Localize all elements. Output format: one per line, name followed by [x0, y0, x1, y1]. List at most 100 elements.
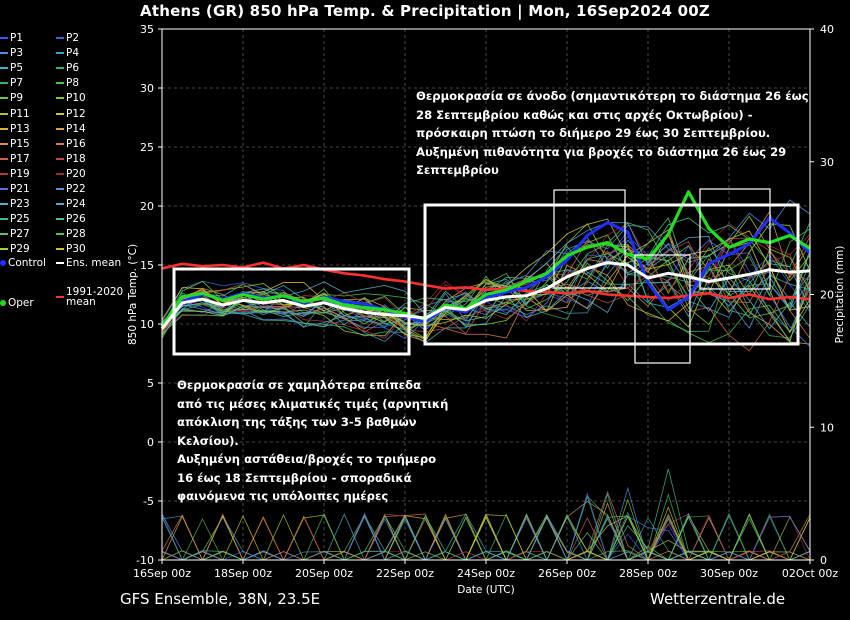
legend-swatch [0, 218, 8, 221]
legend-label: 1991-2020 mean [66, 286, 124, 308]
y-tick-label: 15 [140, 259, 154, 272]
annotation-line: από τις μέσες κλιματικές τιμές (αρνητική [177, 396, 449, 411]
legend-item-p22: P22 [56, 183, 86, 195]
legend-item-p7: P7 [0, 77, 23, 89]
y2-tick-label: 30 [820, 156, 834, 169]
legend-swatch [56, 142, 64, 145]
legend-item-p5: P5 [0, 62, 23, 74]
legend-item-p1: P1 [0, 32, 23, 44]
legend-swatch [56, 67, 64, 70]
box-cool-dip [634, 254, 691, 364]
legend-item-p13: P13 [0, 123, 30, 135]
legend-item-p2: P2 [56, 32, 79, 44]
legend-label: P29 [10, 243, 30, 256]
legend-item-p15: P15 [0, 138, 30, 150]
annotation-line: 28 Σεπτεμβρίου καθώς και στις αρχές Οκτω… [416, 107, 753, 122]
legend-label: P1 [10, 32, 24, 44]
legend-label: P21 [10, 183, 30, 195]
annotation-line: 16 έως 18 Σεπτεμβρίου - σποραδικά [177, 470, 412, 485]
y2-tick-label: 40 [820, 23, 834, 36]
legend-label: P22 [66, 183, 86, 195]
y-tick-label: 20 [140, 200, 154, 213]
box-warm-spike-2 [699, 188, 771, 290]
footer-source: Wetterzentrale.de [650, 590, 786, 608]
ensemble-line-p25 [161, 245, 811, 331]
annotation-line: Κελσίου). [177, 433, 239, 448]
legend-swatch [0, 248, 8, 251]
series-1991-2020-mean [161, 261, 811, 301]
y-tick-label: -10 [136, 554, 154, 567]
legend-item-p3: P3 [0, 47, 23, 59]
legend-label: Control [8, 257, 46, 269]
legend-label: P20 [66, 167, 86, 180]
legend-swatch [0, 142, 8, 145]
legend-swatch [56, 112, 64, 115]
annotation-top-right: Θερμοκρασία σε άνοδο (σημαντικότερη το δ… [416, 87, 809, 180]
legend-item-p9: P9 [0, 92, 23, 104]
legend-swatch [56, 127, 64, 130]
box-warm-spike-1 [553, 189, 626, 289]
series-oper [160, 190, 811, 328]
plot-frame [161, 28, 811, 561]
axes: -10 -5 0 5 10 15 20 25 30 35 0 10 20 30 40 16Sep 00z 18S… [127, 23, 846, 596]
legend-item-control: Control [0, 258, 46, 268]
legend-item-p29: P29 [0, 243, 30, 255]
ensemble-line-p27 [161, 216, 811, 344]
footer-model-info: GFS Ensemble, 38N, 23.5E [120, 590, 321, 608]
annotation-line: Αυξημένη αστάθεια/βροχές το τριήμερο [177, 452, 437, 466]
legend-item-p6: P6 [56, 62, 79, 74]
legend-swatch [56, 52, 64, 55]
ensemble-line-p12 [161, 218, 811, 339]
x-tick-label: 24Sep 00z [457, 567, 515, 580]
annotation-line: πρόσκαιρη πτώση το διήμερο 29 έως 30 Σεπ… [416, 126, 771, 140]
legend-item-p20: P20 [56, 168, 86, 180]
annotation-line: Θερμοκρασία σε άνοδο (σημαντικότερη το δ… [416, 89, 809, 103]
legend-item-p18: P18 [56, 153, 86, 165]
annotation-line: Θερμοκρασία σε χαμηλότερα επίπεδα [177, 378, 422, 392]
legend-swatch [56, 157, 64, 160]
legend-swatch [0, 127, 8, 130]
legend-label: P26 [66, 213, 86, 226]
legend-swatch [0, 67, 8, 70]
x-tick-label: 20Sep 00z [295, 567, 353, 580]
legend-label: P9 [10, 92, 24, 105]
legend-item-p19: P19 [0, 168, 30, 180]
legend-item-p11: P11 [0, 108, 30, 120]
legend-swatch [0, 203, 8, 206]
x-tick-label: 28Sep 00z [619, 567, 677, 580]
legend-item-p30: P30 [56, 243, 86, 255]
legend-label: P5 [10, 62, 24, 75]
legend-swatch [0, 157, 8, 160]
box-period-late [423, 203, 800, 346]
x-tick-label: 30Sep 00z [700, 567, 758, 580]
y-tick-label: 25 [140, 141, 154, 154]
legend-label: P30 [66, 243, 86, 256]
y2-tick-label: 20 [820, 289, 834, 302]
legend-swatch [56, 37, 64, 39]
y-axis-label: 850 hPa Temp. (°C) [127, 244, 139, 345]
legend-item-p10: P10 [56, 92, 86, 104]
legend-label: P10 [66, 92, 86, 105]
chart-title: Athens (GR) 850 hPa Temp. & Precipitatio… [140, 2, 710, 20]
legend-label: Oper [8, 297, 34, 309]
legend-swatch [0, 172, 8, 175]
legend-swatch [56, 218, 64, 221]
x-tick-label: 16Sep 00z [133, 567, 191, 580]
legend-label: P7 [10, 77, 24, 90]
x-tick-label: 22Sep 00z [376, 567, 434, 580]
y2-tick-label: 0 [820, 554, 827, 567]
legend-swatch [0, 112, 8, 115]
legend-item-p23: P23 [0, 198, 30, 210]
legend-label: P19 [10, 167, 30, 180]
x-axis-label: Date (UTC) [457, 584, 514, 596]
x-tick-label: 18Sep 00z [214, 567, 272, 580]
legend-swatch [56, 203, 64, 206]
legend-label: P3 [10, 47, 24, 60]
legend-swatch [0, 188, 8, 190]
y-tick-label: 30 [140, 82, 154, 95]
x-tick-label: 02Oct 00z [782, 567, 839, 580]
legend-item-p16: P16 [56, 138, 86, 150]
legend-label: P17 [10, 152, 30, 165]
legend-label: P23 [10, 198, 30, 211]
